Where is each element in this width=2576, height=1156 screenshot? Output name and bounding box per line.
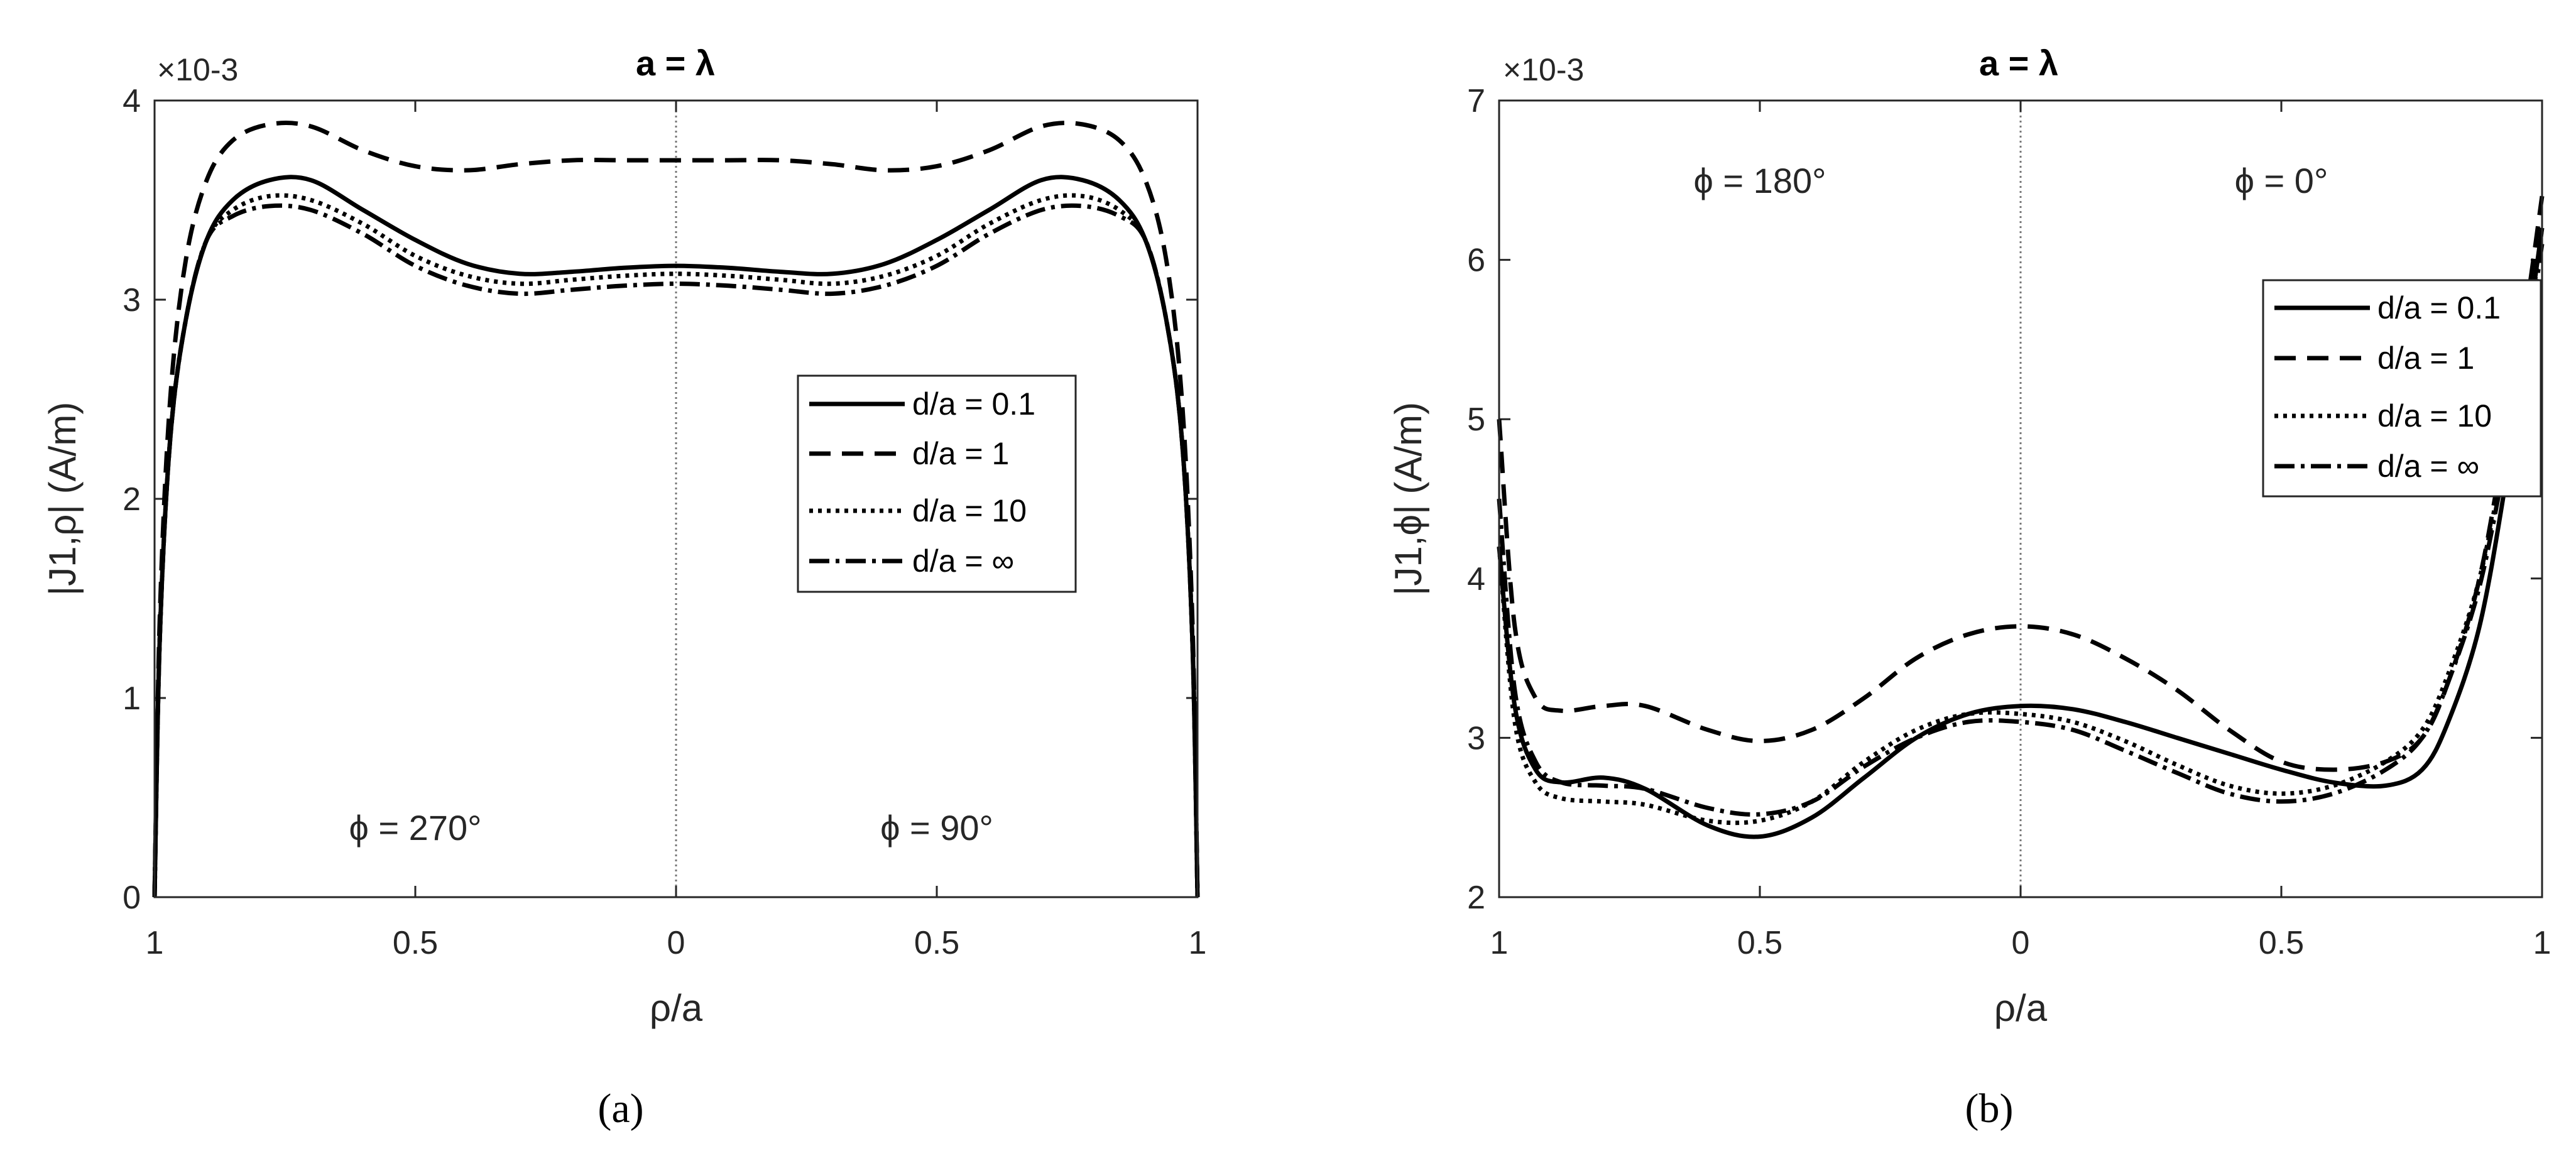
x-tick-label: 1 — [146, 925, 164, 961]
legend-label: d/a = ∞ — [2377, 449, 2479, 484]
series-line-d-a-1 — [152, 121, 1200, 898]
x-tick-label: 0 — [2012, 925, 2030, 961]
x-tick-label: 1 — [1189, 925, 1207, 961]
panel-b-caption: (b) — [1965, 1086, 2014, 1131]
x-tick-label: 0.5 — [393, 925, 438, 961]
x-tick-label: 0 — [667, 925, 685, 961]
x-tick-label: 0.5 — [914, 925, 959, 961]
panel-b-title: a = λ — [1979, 43, 2058, 83]
y-tick-label: 1 — [123, 680, 141, 717]
y-tick-label: 6 — [1467, 243, 1485, 279]
x-tick-label: 1 — [2533, 925, 2551, 961]
panel-b-y-exponent: ×10-3 — [1503, 52, 1584, 87]
y-tick-label: 3 — [1467, 720, 1485, 756]
x-tick-label: 0.5 — [2259, 925, 2304, 961]
legend-label: d/a = ∞ — [912, 543, 1014, 579]
legend-label: d/a = 0.1 — [912, 386, 1035, 422]
legend-box — [2262, 279, 2542, 498]
panel-a-title: a = λ — [636, 43, 715, 83]
series-line-d-a-inf — [152, 203, 1200, 898]
legend-box — [797, 374, 1077, 593]
y-tick-label: 5 — [1467, 401, 1485, 438]
y-tick-label: 0 — [123, 880, 141, 916]
panel-a-legend: d/a = 0.1 d/a = 1 d/a = 10 d/a = ∞ — [797, 374, 1077, 593]
series-line-d-a-10 — [1497, 227, 2545, 826]
y-tick-label: 2 — [123, 481, 141, 518]
legend-label: d/a = 0.1 — [2377, 290, 2501, 325]
y-tick-label: 3 — [123, 282, 141, 319]
y-tick-label: 7 — [1467, 83, 1485, 119]
panel-b-legend: d/a = 0.1 d/a = 1 d/a = 10 d/a = ∞ — [2262, 279, 2542, 498]
panel-a-y-exponent: ×10-3 — [157, 52, 238, 87]
panel-a-caption: (a) — [598, 1086, 643, 1131]
x-tick-label: 1 — [1490, 925, 1509, 961]
panel-b-annotation-phi-0: ϕ = 0° — [2235, 161, 2328, 200]
panel-a-y-axis-label: |J1,ρ| (A/m) — [41, 402, 84, 596]
y-tick-label: 4 — [1467, 561, 1485, 597]
panel-b-y-axis-label: |J1,ϕ| (A/m) — [1387, 402, 1429, 596]
panel-b-x-tick-labels: 1 0.5 0 0.5 1 — [1490, 925, 2551, 961]
y-tick-label: 4 — [123, 83, 141, 119]
panel-a-series — [152, 121, 1200, 898]
panel-a-y-tick-labels: 0 1 2 3 4 — [123, 83, 141, 916]
panel-a-x-axis-label: ρ/a — [650, 987, 703, 1029]
panel-b-series — [1497, 195, 2545, 839]
series-line-d-a-0.1 — [1497, 227, 2545, 839]
panel-b-x-axis-label: ρ/a — [1994, 987, 2048, 1029]
panel-a-x-tick-labels: 1 0.5 0 0.5 1 — [146, 925, 1207, 961]
panel-b-y-tick-labels: 2 3 4 5 6 7 — [1467, 83, 1485, 916]
panel-a-axes-box — [153, 99, 1199, 898]
legend-label: d/a = 1 — [912, 436, 1009, 471]
series-line-d-a-inf — [1497, 243, 2545, 817]
x-tick-label: 0.5 — [1737, 925, 1782, 961]
legend-label: d/a = 10 — [912, 493, 1027, 528]
panel-a-annotation-phi-270: ϕ = 270° — [349, 808, 481, 848]
panel-b-annotation-phi-180: ϕ = 180° — [1693, 161, 1826, 200]
panel-b: a = λ ×10-3 2 3 4 5 6 7 1 0.5 0 0.5 1 ρ/… — [1387, 43, 2551, 1131]
panel-a-annotation-phi-90: ϕ = 90° — [880, 808, 993, 848]
legend-label: d/a = 10 — [2377, 398, 2492, 434]
panel-b-axes-box — [1498, 99, 2543, 898]
panel-a: a = λ ×10-3 0 1 2 3 4 1 0.5 0 0.5 1 ρ/a — [41, 43, 1206, 1131]
y-tick-label: 2 — [1467, 880, 1485, 916]
legend-label: d/a = 1 — [2377, 341, 2474, 376]
